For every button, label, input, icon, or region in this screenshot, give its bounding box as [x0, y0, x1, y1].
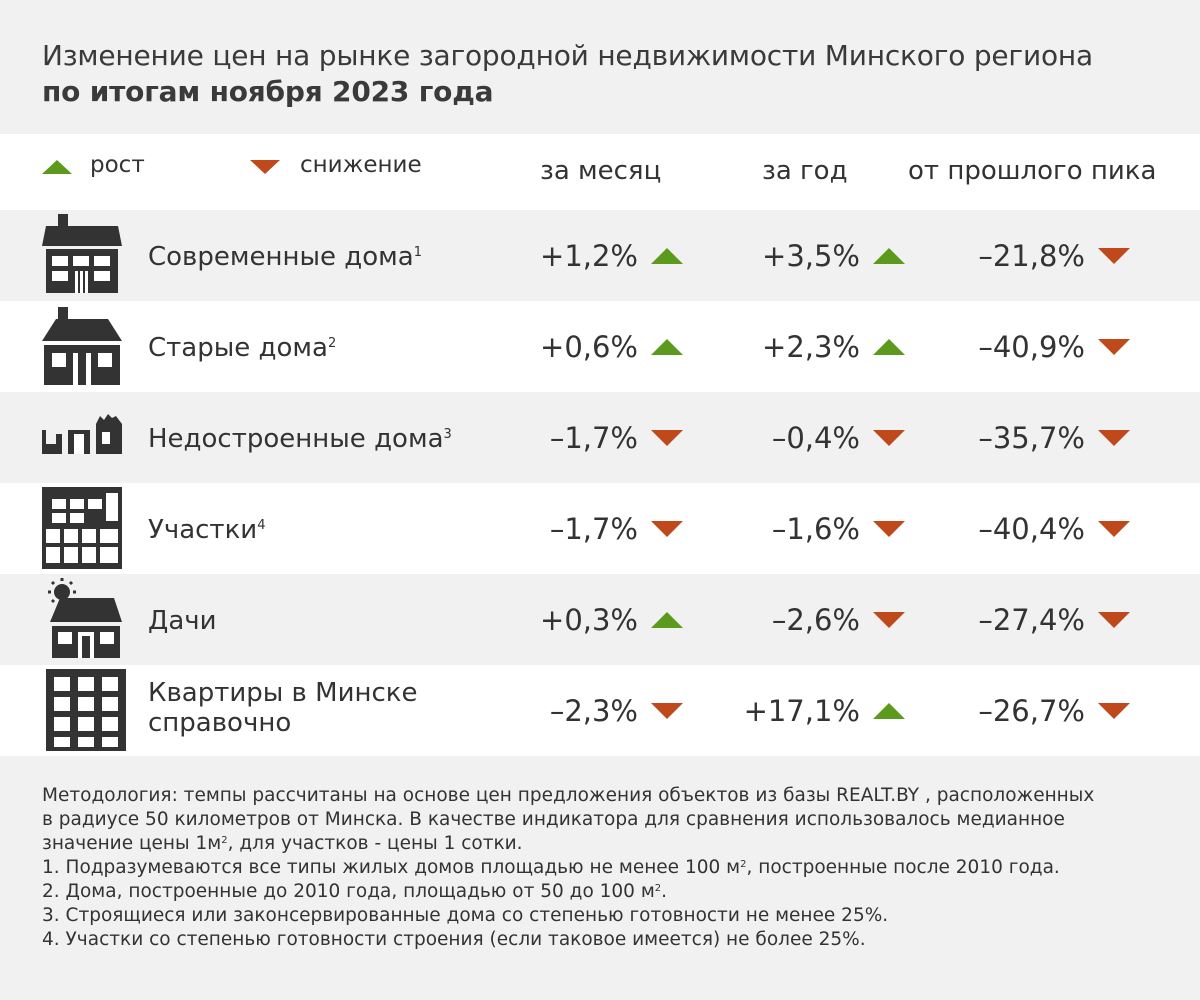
up-arrow-icon	[651, 248, 683, 264]
value-peak: –40,4%	[978, 512, 1085, 546]
methodology-line-2: в радиусе 50 километров от Минска. В кач…	[42, 809, 1065, 830]
value-peak: –27,4%	[978, 603, 1085, 637]
down-arrow-icon	[873, 521, 905, 537]
value-month: +0,6%	[540, 330, 638, 364]
value-year: –1,6%	[771, 512, 860, 546]
value-year: +2,3%	[762, 330, 860, 364]
footnotes: Методология: темпы рассчитаны на основе …	[42, 784, 1162, 952]
chart-title: Изменение цен на рынке загородной недвиж…	[42, 38, 1172, 110]
value-month: –1,7%	[549, 421, 638, 455]
up-arrow-icon	[873, 339, 905, 355]
legend-up-label: рост	[90, 152, 145, 178]
down-arrow-icon	[873, 612, 905, 628]
down-arrow-icon	[651, 521, 683, 537]
column-header-month: за месяц	[540, 156, 662, 186]
down-arrow-icon	[250, 160, 280, 174]
value-peak: –40,9%	[978, 330, 1085, 364]
footnote-1: 1. Подразумеваются все типы жилых домов …	[42, 857, 1060, 878]
up-arrow-icon	[651, 612, 683, 628]
methodology-line-3: значение цены 1м2, для участков - цены 1…	[42, 833, 523, 854]
land-plots-icon	[38, 485, 126, 571]
row-label: Квартиры в Минске справочно	[148, 678, 418, 738]
up-arrow-icon	[873, 248, 905, 264]
value-month: +1,2%	[540, 239, 638, 273]
table-header: рост снижение за месяц за год от прошлог…	[0, 134, 1200, 210]
table-row: Участки4 –1,7% –1,6% –40,4%	[0, 483, 1200, 574]
row-label: Дачи	[148, 606, 217, 636]
value-peak: –21,8%	[978, 239, 1085, 273]
table-row: Современные дома1 +1,2% +3,5% –21,8%	[0, 210, 1200, 301]
up-arrow-icon	[873, 703, 905, 719]
up-arrow-icon	[42, 160, 72, 174]
methodology-line-1: Методология: темпы рассчитаны на основе …	[42, 785, 1095, 806]
value-month: –1,7%	[549, 512, 638, 546]
old-house-icon	[38, 303, 126, 389]
legend-down-label: снижение	[300, 152, 422, 178]
value-year: +3,5%	[762, 239, 860, 273]
apartment-building-icon	[38, 667, 130, 753]
footnote-4: 4. Участки со степенью готовности строен…	[42, 929, 866, 950]
value-year: +17,1%	[743, 694, 860, 728]
down-arrow-icon	[873, 430, 905, 446]
table-row: Квартиры в Минске справочно –2,3% +17,1% –26…	[0, 665, 1200, 756]
value-peak: –35,7%	[978, 421, 1085, 455]
down-arrow-icon	[651, 430, 683, 446]
up-arrow-icon	[651, 339, 683, 355]
value-year: –2,6%	[771, 603, 860, 637]
down-arrow-icon	[1098, 248, 1130, 264]
value-peak: –26,7%	[978, 694, 1085, 728]
modern-house-icon	[38, 212, 126, 298]
table-row: Дачи +0,3% –2,6% –27,4%	[0, 574, 1200, 665]
row-label: Недостроенные дома3	[148, 424, 452, 454]
down-arrow-icon	[1098, 703, 1130, 719]
title-line-1: Изменение цен на рынке загородной недвиж…	[42, 39, 1093, 72]
table-row: Старые дома2 +0,6% +2,3% –40,9%	[0, 301, 1200, 392]
row-label: Участки4	[148, 515, 266, 545]
dacha-icon	[38, 576, 126, 662]
footnote-3: 3. Строящиеся или законсервированные дом…	[42, 905, 889, 926]
column-header-year: за год	[762, 156, 848, 186]
row-label: Старые дома2	[148, 333, 337, 363]
footnote-2: 2. Дома, построенные до 2010 года, площа…	[42, 881, 668, 902]
value-year: –0,4%	[771, 421, 860, 455]
value-month: –2,3%	[549, 694, 638, 728]
down-arrow-icon	[1098, 612, 1130, 628]
table-row: Недостроенные дома3 –1,7% –0,4% –35,7%	[0, 392, 1200, 483]
down-arrow-icon	[1098, 430, 1130, 446]
down-arrow-icon	[1098, 521, 1130, 537]
value-month: +0,3%	[540, 603, 638, 637]
title-line-2: по итогам ноября 2023 года	[42, 75, 494, 108]
column-header-peak: от прошлого пика	[908, 156, 1157, 186]
row-label: Современные дома1	[148, 242, 422, 272]
down-arrow-icon	[651, 703, 683, 719]
unfinished-house-icon	[38, 394, 126, 480]
down-arrow-icon	[1098, 339, 1130, 355]
